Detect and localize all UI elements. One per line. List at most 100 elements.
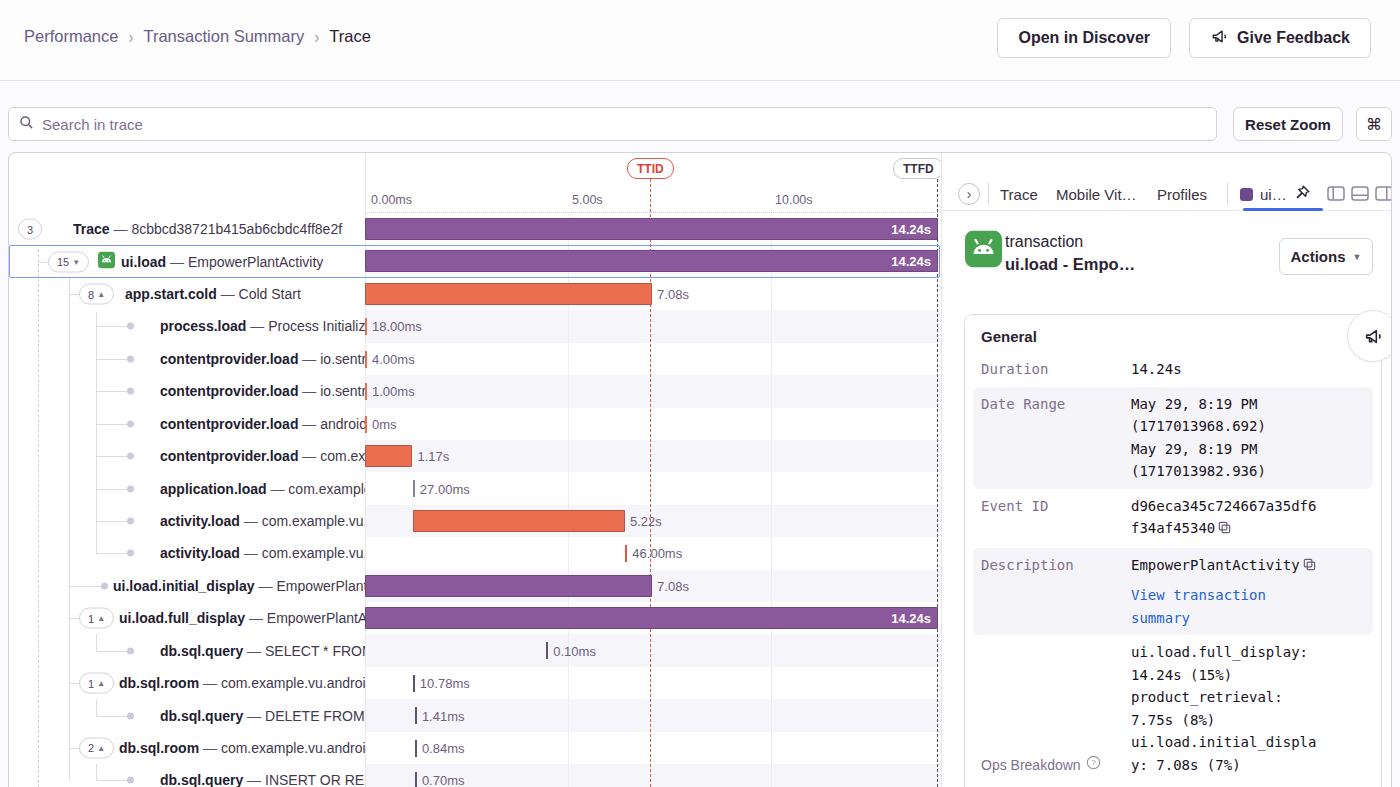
view-transaction-summary-link[interactable]: View transaction summary <box>1131 584 1301 629</box>
span-duration-label: 46.00ms <box>632 546 682 561</box>
ttfd-badge[interactable]: TTFD <box>893 158 944 179</box>
trace-row-activity.load[interactable]: activity.load — com.example.vu.android.M… <box>9 505 940 537</box>
help-icon[interactable]: ? <box>1086 754 1101 777</box>
span-tick[interactable] <box>413 480 415 497</box>
span-bar[interactable] <box>365 445 412 467</box>
span-duration-label: 4.00ms <box>372 351 415 366</box>
span-tick[interactable] <box>546 642 548 659</box>
span-tick[interactable] <box>415 740 417 757</box>
tree-node-dot <box>127 355 134 362</box>
give-feedback-button[interactable]: Give Feedback <box>1189 18 1371 58</box>
tab-trace[interactable]: Trace <box>1000 186 1038 203</box>
actions-button[interactable]: Actions ▼ <box>1279 238 1373 275</box>
trace-search-box[interactable] <box>8 107 1217 141</box>
span-count-pill[interactable]: 15▼ <box>48 251 89 272</box>
span-count-pill[interactable]: 2▲ <box>79 737 114 758</box>
transaction-tab-swatch[interactable] <box>1240 188 1253 201</box>
date-range-key: Date Range <box>981 393 1131 483</box>
actions-label: Actions <box>1291 248 1346 265</box>
span-count-pill[interactable]: 1▲ <box>79 608 114 629</box>
trace-row-contentprovider.load[interactable]: contentprovider.load — com.example.vu.an… <box>9 440 940 472</box>
pin-tab-icon[interactable] <box>1293 184 1311 206</box>
trace-row-Trace[interactable]: 3Trace — 8cbbcd38721b415ab6cbdc4ff8e2f14… <box>9 213 940 245</box>
trace-row-ui.load.initial_display[interactable]: ui.load.initial_display — EmpowerPlantAc… <box>9 570 940 602</box>
breadcrumb-performance[interactable]: Performance <box>24 27 118 46</box>
span-tick[interactable] <box>415 707 417 724</box>
span-label: db.sql.room — com.example.vu.android.emp… <box>119 675 365 691</box>
span-bar[interactable]: 14.24s <box>365 250 938 272</box>
trace-row-application.load[interactable]: application.load — com.example.vu.androi… <box>9 472 940 504</box>
chevron-down-icon: ▼ <box>72 257 80 266</box>
span-duration-label: 7.08s <box>657 287 689 302</box>
breadcrumb-trace: Trace <box>329 27 371 46</box>
trace-row-ui.load[interactable]: 15▼ui.load — EmpowerPlantActivity14.24s <box>9 245 940 277</box>
span-tick[interactable] <box>415 772 417 787</box>
chevron-up-icon: ▲ <box>97 614 105 623</box>
span-tick[interactable] <box>365 416 367 433</box>
span-label: db.sql.query — DELETE FROM products <box>160 708 365 724</box>
span-tick[interactable] <box>365 383 367 400</box>
tab-ui-load-active[interactable]: ui… <box>1260 186 1287 203</box>
list-chart-divider[interactable] <box>365 153 366 787</box>
span-tick[interactable] <box>413 675 415 692</box>
tree-node-dot <box>127 777 134 784</box>
gridline-10s <box>771 213 772 787</box>
chevron-right-icon: › <box>314 26 319 46</box>
span-bar[interactable]: 14.24s <box>365 218 938 240</box>
trace-row-app.start.cold[interactable]: 8▲app.start.cold — Cold Start7.08s <box>9 278 940 310</box>
chevron-right-icon: › <box>128 26 133 46</box>
trace-row-db.sql.query[interactable]: db.sql.query — DELETE FROM products1.41m… <box>9 699 940 731</box>
layout-bottom-icon[interactable] <box>1351 186 1369 205</box>
chevron-up-icon: ▲ <box>97 743 105 752</box>
transaction-header: transaction ui.load - Empo… Actions ▼ <box>942 211 1392 299</box>
span-count-pill[interactable]: 8▲ <box>79 284 114 305</box>
keyboard-shortcut-button[interactable]: ⌘ <box>1356 107 1392 141</box>
date-range-row: Date Range May 29, 8:19 PM (1717013968.6… <box>973 387 1373 489</box>
span-bar[interactable] <box>365 575 652 597</box>
tab-mobile-vitals[interactable]: Mobile Vit… <box>1056 186 1137 203</box>
trace-row-process.load[interactable]: process.load — Process Initialization18.… <box>9 310 940 342</box>
ops-line: product_retrieval: <box>1131 686 1323 709</box>
timeline-header: 0.00ms 5.00s 10.00s TTID TTFD <box>365 153 940 213</box>
span-bar[interactable]: 14.24s <box>365 607 938 629</box>
ops-line: 7.75s (8%) <box>1131 709 1323 732</box>
span-bar[interactable] <box>413 510 625 532</box>
span-label: db.sql.query — INSERT OR REPLACE INTO pr… <box>160 772 365 787</box>
open-in-discover-button[interactable]: Open in Discover <box>997 18 1171 58</box>
layout-left-icon[interactable] <box>1327 186 1345 205</box>
reset-zoom-button[interactable]: Reset Zoom <box>1233 107 1343 141</box>
trace-row-contentprovider.load[interactable]: contentprovider.load — io.sentry.android… <box>9 375 940 407</box>
layout-right-icon[interactable] <box>1375 186 1392 205</box>
span-duration-label: 7.08s <box>657 578 689 593</box>
ops-line: ui.load.full_display: <box>1131 641 1323 664</box>
trace-row-ui.load.full_display[interactable]: 1▲ui.load.full_display — EmpowerPlantAct… <box>9 602 940 634</box>
span-tick[interactable] <box>365 318 367 335</box>
span-duration-label: 0.84ms <box>422 740 465 755</box>
span-tick[interactable] <box>365 351 367 368</box>
trace-row-contentprovider.load[interactable]: contentprovider.load — androidx.startup.… <box>9 408 940 440</box>
feedback-fab-button[interactable] <box>1347 310 1392 362</box>
trace-row-activity.load[interactable]: activity.load — com.example.vu.android.M… <box>9 537 940 569</box>
tree-node-dot <box>127 388 134 395</box>
copy-icon[interactable] <box>1302 556 1317 579</box>
span-duration-label: 18.00ms <box>372 319 422 334</box>
trace-row-contentprovider.load[interactable]: contentprovider.load — io.sentry.android… <box>9 343 940 375</box>
span-bar[interactable] <box>365 283 652 305</box>
span-count-pill[interactable]: 1▲ <box>79 673 114 694</box>
trace-row-db.sql.query[interactable]: db.sql.query — INSERT OR REPLACE INTO pr… <box>9 764 940 787</box>
android-icon <box>965 231 1002 272</box>
copy-icon[interactable] <box>1217 519 1232 542</box>
ttid-badge[interactable]: TTID <box>627 158 674 179</box>
trace-row-db.sql.room[interactable]: 1▲ db.sql.room — com.example.vu.android.e… <box>9 667 940 699</box>
description-value: EmpowerPlantActivity <box>1131 557 1300 573</box>
axis-tick-5: 5.00s <box>572 193 603 207</box>
breadcrumb-transaction-summary[interactable]: Transaction Summary <box>143 27 304 46</box>
collapse-panel-button[interactable]: › <box>958 183 980 205</box>
search-input[interactable] <box>42 116 1206 133</box>
tab-profiles[interactable]: Profiles <box>1157 186 1207 203</box>
span-tick[interactable] <box>625 545 627 562</box>
trace-row-db.sql.query[interactable]: db.sql.query — SELECT * FROM products0.1… <box>9 634 940 666</box>
span-count-pill[interactable]: 3 <box>18 219 42 240</box>
trace-row-db.sql.room[interactable]: 2▲db.sql.room — com.example.vu.android.e… <box>9 732 940 764</box>
svg-text:?: ? <box>1091 758 1096 767</box>
